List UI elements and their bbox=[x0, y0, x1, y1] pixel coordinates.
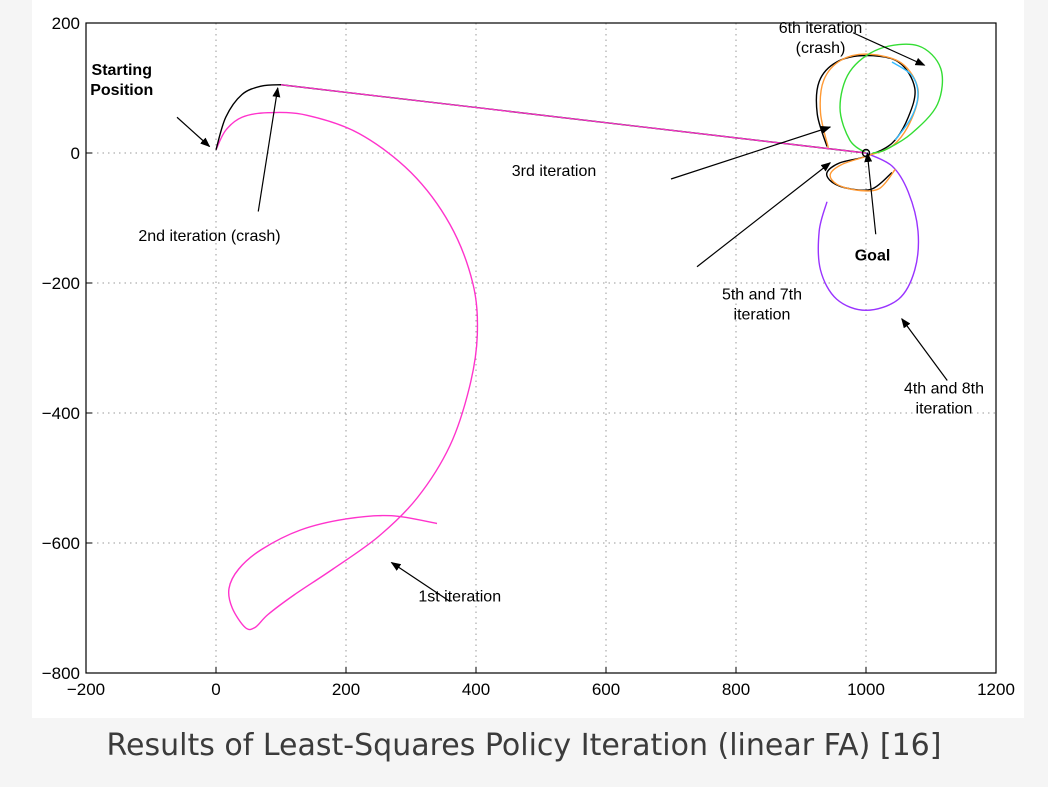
plot-frame bbox=[85, 22, 997, 674]
grid-layer bbox=[86, 23, 996, 673]
x-tick-label: 400 bbox=[462, 680, 490, 699]
annotation-arrow-goal bbox=[864, 152, 877, 235]
annotation-label-2nd-iteration: 2nd iteration (crash) bbox=[138, 228, 280, 245]
y-tick-label: −800 bbox=[42, 664, 80, 683]
annotation-label-3rd-iteration: 3rd iteration bbox=[512, 163, 597, 180]
trajectory-chart: −200 0 200 400 600 800 1000 1200 200 0 −200 −400 −60… bbox=[42, 14, 1015, 699]
y-tick-label: −600 bbox=[42, 534, 80, 553]
annotation-label-goal: Goal bbox=[855, 247, 891, 264]
annotation-label-starting-position: Position bbox=[90, 82, 153, 99]
y-tick-label: 0 bbox=[71, 144, 80, 163]
series-line-1st-iteration bbox=[215, 111, 479, 631]
tick-layer: −200 0 200 400 600 800 1000 1200 200 0 −200 −400 −60… bbox=[42, 14, 1015, 699]
series-line-cyan-trace bbox=[891, 61, 919, 141]
annotation-label-6th-iteration: 6th iteration bbox=[779, 20, 863, 37]
annotation-label-5th-7th-iteration: 5th and 7th bbox=[722, 286, 802, 303]
y-tick-label: 200 bbox=[52, 14, 80, 33]
figure-panel: −200 0 200 400 600 800 1000 1200 200 0 −200 −400 −60… bbox=[32, 0, 1024, 718]
x-tick-label: −200 bbox=[67, 680, 105, 699]
x-tick-label: 200 bbox=[332, 680, 360, 699]
annotation-label-starting-position: Starting bbox=[92, 62, 152, 79]
annotation-label-6th-iteration: (crash) bbox=[796, 40, 846, 57]
series-line-6th-iteration-crash bbox=[839, 43, 944, 154]
annotation-arrow-2nd-iteration bbox=[257, 87, 281, 212]
y-tick-label: −400 bbox=[42, 404, 80, 423]
annotation-label-4th-8th-iteration: 4th and 8th bbox=[904, 381, 984, 398]
annotation-arrow-3rd-iteration bbox=[670, 125, 832, 180]
annotation-arrow-6th-iteration bbox=[852, 32, 926, 66]
y-tick-label: −200 bbox=[42, 274, 80, 293]
x-tick-label: 1000 bbox=[847, 680, 885, 699]
annotation-layer: Starting Position 2nd iteration (crash) 3rd… bbox=[90, 20, 984, 606]
x-tick-label: 600 bbox=[592, 680, 620, 699]
annotation-arrow-starting-position bbox=[176, 116, 211, 148]
series-line-5th-and-7th-iteration bbox=[819, 53, 920, 192]
x-tick-label: 0 bbox=[211, 680, 220, 699]
x-tick-label: 1200 bbox=[977, 680, 1015, 699]
annotation-label-5th-7th-iteration: iteration bbox=[734, 306, 791, 323]
series-line-4th-and-8th-iteration bbox=[817, 152, 920, 312]
series-line-shared-path bbox=[280, 84, 867, 154]
series-line-2nd-iteration-crash bbox=[215, 84, 867, 154]
annotation-label-1st-iteration: 1st iteration bbox=[418, 589, 501, 606]
annotation-label-4th-8th-iteration: iteration bbox=[916, 401, 973, 418]
annotation-arrow-5th-7th-iteration bbox=[696, 162, 832, 268]
annotation-arrow-1st-iteration bbox=[390, 561, 451, 602]
annotation-arrow-4th-8th-iteration bbox=[901, 317, 948, 381]
figure-caption: Results of Least-Squares Policy Iteratio… bbox=[106, 728, 942, 763]
x-tick-label: 800 bbox=[722, 680, 750, 699]
series-layer bbox=[215, 43, 944, 631]
